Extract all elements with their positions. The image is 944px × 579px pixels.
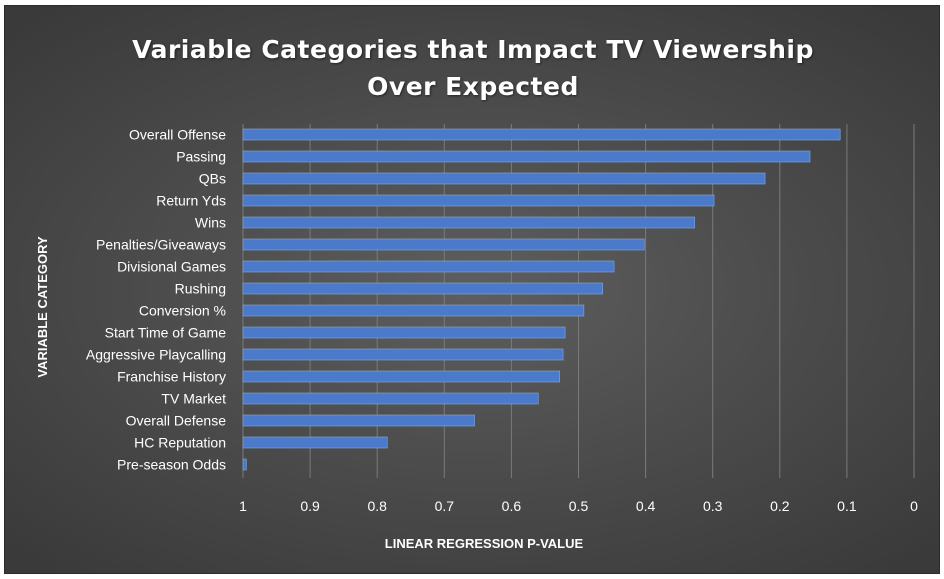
bar	[242, 348, 564, 361]
chart-title-line-2: Over Expected	[367, 72, 579, 101]
bar	[242, 238, 645, 251]
bar	[242, 260, 615, 273]
x-axis-title: LINEAR REGRESSION P-VALUE	[385, 536, 584, 551]
x-tick-label: 0	[910, 498, 918, 514]
bar	[242, 194, 715, 207]
x-tick-label: 0.4	[636, 498, 656, 514]
x-tick-label: 0.8	[367, 498, 387, 514]
bar	[242, 216, 695, 229]
category-label: Passing	[176, 149, 226, 165]
category-label: HC Reputation	[134, 435, 226, 451]
category-label: Overall Defense	[126, 413, 227, 429]
category-label: QBs	[199, 171, 226, 187]
category-label: Divisional Games	[117, 259, 226, 275]
category-label: Start Time of Game	[105, 325, 227, 341]
category-label: Conversion %	[139, 303, 226, 319]
chart-title: Variable Categories that Impact TV Viewe…	[5, 31, 941, 105]
bar	[242, 458, 247, 471]
bar	[242, 128, 841, 141]
chart-plot: Overall Offense Passing QBs Return Yds Wins P…	[35, 124, 918, 551]
x-tick-label: 0.7	[435, 498, 455, 514]
x-tick-label: 0.6	[502, 498, 522, 514]
bar	[242, 436, 388, 449]
category-label: Penalties/Giveaways	[96, 237, 226, 253]
category-label: Pre-season Odds	[117, 457, 226, 473]
bars	[242, 128, 841, 471]
bar	[242, 304, 585, 317]
x-tick-label: 0.1	[837, 498, 857, 514]
bar	[242, 414, 475, 427]
x-tick-label: 0.3	[703, 498, 723, 514]
bar	[242, 282, 603, 295]
bar	[242, 172, 766, 185]
category-label: TV Market	[161, 391, 226, 407]
category-label: Overall Offense	[129, 127, 226, 143]
category-label: Franchise History	[117, 369, 226, 385]
category-label: Rushing	[175, 281, 226, 297]
category-label: Wins	[195, 215, 226, 231]
bar	[242, 150, 811, 163]
chart-area: Variable Categories that Impact TV Viewe…	[4, 5, 940, 574]
x-tick-label: 0.2	[770, 498, 790, 514]
bar	[242, 326, 566, 339]
bar	[242, 370, 561, 383]
chart-title-line-1: Variable Categories that Impact TV Viewe…	[132, 35, 814, 64]
category-labels: Overall Offense Passing QBs Return Yds Wins P…	[86, 127, 226, 473]
category-label: Return Yds	[156, 193, 226, 209]
bar	[242, 392, 539, 405]
category-label: Aggressive Playcalling	[86, 347, 226, 363]
y-axis-title: VARIABLE CATEGORY	[35, 236, 50, 378]
x-tick-label: 1	[239, 498, 247, 514]
x-tick-labels: 1 0.9 0.8 0.7 0.6 0.5 0.4 0.3 0.2 0.1 0	[239, 498, 918, 514]
x-tick-label: 0.5	[569, 498, 589, 514]
x-tick-label: 0.9	[300, 498, 320, 514]
